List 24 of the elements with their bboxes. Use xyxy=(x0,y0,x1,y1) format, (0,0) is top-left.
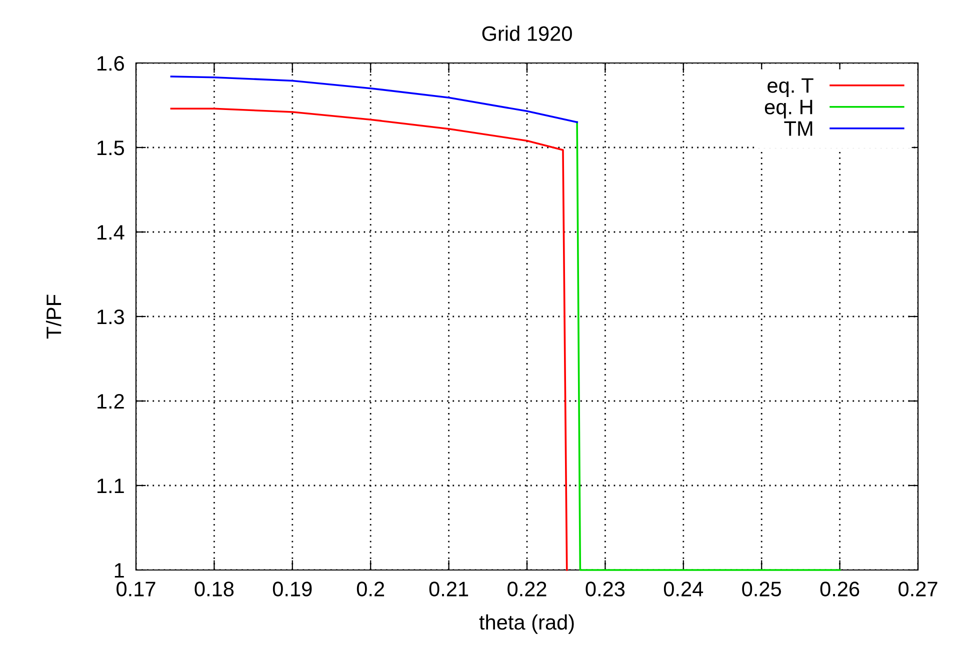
legend-label: eq. H xyxy=(764,100,812,119)
x-tick-label: 0.23 xyxy=(586,582,625,596)
x-tick-label: 0.24 xyxy=(664,582,704,596)
x-tick-label: 0.2 xyxy=(356,582,384,596)
y-tick-label: 1.4 xyxy=(98,225,124,240)
x-tick-label: 0.17 xyxy=(116,582,156,596)
y-tick-label: 1.2 xyxy=(98,394,124,409)
y-tick-label: 1.6 xyxy=(98,56,124,71)
y-tick-label: 1 xyxy=(114,563,124,578)
x-tick-label: 0.22 xyxy=(508,582,546,596)
legend-label: TM xyxy=(784,121,812,136)
x-tick-label: 0.26 xyxy=(820,582,860,596)
x-axis-title: theta (rad) xyxy=(479,614,574,634)
x-tick-label: 0.18 xyxy=(194,582,234,596)
chart-title: Grid 1920 xyxy=(482,26,572,41)
x-tick-label: 0.27 xyxy=(898,582,938,596)
x-tick-label: 0.19 xyxy=(272,582,312,596)
legend-label: eq. T xyxy=(768,78,814,98)
x-tick-label: 0.25 xyxy=(742,582,781,596)
y-tick-label: 1.5 xyxy=(98,140,124,156)
y-tick-label: 1.1 xyxy=(98,478,124,494)
y-tick-label: 1.3 xyxy=(98,310,124,324)
x-tick-label: 0.21 xyxy=(429,582,468,596)
y-axis-title: T/PF xyxy=(46,294,62,339)
